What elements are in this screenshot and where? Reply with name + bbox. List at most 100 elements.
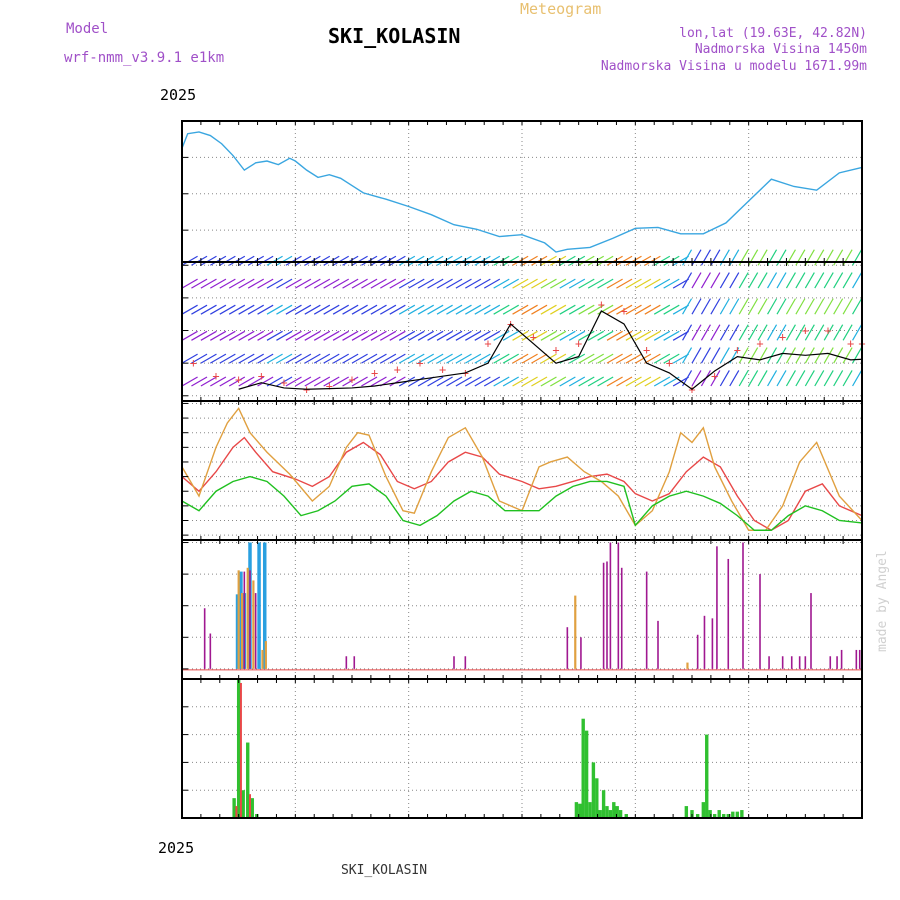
wind-barb bbox=[531, 376, 548, 387]
wind-barb bbox=[247, 255, 264, 266]
wind-barb bbox=[814, 298, 825, 315]
wind-barb bbox=[785, 370, 796, 387]
wind-barb bbox=[578, 255, 595, 266]
wind-barb bbox=[219, 304, 236, 315]
wind-barb bbox=[323, 353, 340, 364]
wind-barb bbox=[427, 330, 444, 341]
total-precip-bar bbox=[695, 814, 700, 818]
total-precip-bar bbox=[236, 679, 241, 818]
wind-barb bbox=[351, 330, 368, 341]
wind-barb bbox=[785, 298, 796, 315]
conv-precip-bar bbox=[235, 806, 238, 818]
wind-barb bbox=[483, 278, 501, 289]
wind-barb bbox=[663, 353, 680, 364]
wind-barb bbox=[776, 370, 787, 387]
high-cloud-bar bbox=[239, 571, 243, 669]
wind-barb bbox=[323, 376, 340, 387]
wind-barb bbox=[502, 255, 519, 266]
low-cloud-bar bbox=[345, 656, 348, 669]
wind-barb bbox=[181, 304, 198, 315]
wind-barb bbox=[380, 330, 397, 341]
wind-barb bbox=[474, 353, 491, 364]
wind-barb bbox=[568, 255, 586, 266]
wind-barb bbox=[653, 278, 671, 289]
wind-barb bbox=[757, 370, 768, 387]
wind-barb bbox=[238, 304, 255, 315]
grid-layer bbox=[188, 120, 862, 819]
wind-barb bbox=[672, 278, 689, 289]
low-cloud-bar bbox=[858, 649, 861, 669]
low-cloud-bar bbox=[617, 542, 620, 669]
elevation-label: Nadmorska Visina 1450m bbox=[695, 42, 867, 57]
dewpt-line bbox=[181, 475, 863, 531]
wind-barb bbox=[266, 304, 283, 315]
gust-marker: + bbox=[734, 343, 741, 357]
wind-barb bbox=[342, 376, 359, 387]
wind-barb bbox=[436, 353, 453, 364]
total-precip-bar bbox=[574, 802, 579, 818]
wind-barb bbox=[465, 353, 482, 364]
wind-barb bbox=[757, 347, 768, 364]
gust-marker: + bbox=[394, 363, 401, 377]
wind-barb bbox=[502, 353, 519, 364]
wind-barb bbox=[672, 255, 689, 266]
wind-barb bbox=[455, 376, 472, 387]
wind-barb bbox=[644, 353, 661, 364]
wind-barb bbox=[191, 353, 208, 364]
wind-barb bbox=[210, 330, 227, 341]
wind-barb bbox=[559, 304, 576, 315]
wind-barb bbox=[380, 255, 397, 266]
wind-barb bbox=[493, 353, 510, 364]
wind-barb bbox=[313, 330, 331, 341]
wind-barb bbox=[512, 330, 529, 341]
total-precip-bar bbox=[598, 810, 602, 818]
wind-barb bbox=[342, 255, 359, 266]
wind-barb bbox=[748, 272, 759, 289]
wind-barb bbox=[729, 272, 740, 289]
wind-barb bbox=[578, 376, 595, 387]
wind-barb bbox=[351, 278, 368, 289]
wind-barb bbox=[446, 330, 463, 341]
wind-barb bbox=[578, 278, 595, 289]
mid-cloud-bar bbox=[246, 567, 249, 669]
total-precip-bar bbox=[684, 806, 689, 818]
wind-barb bbox=[455, 353, 472, 364]
wind-barb bbox=[540, 330, 557, 341]
low-cloud-bar bbox=[836, 656, 838, 669]
chart-title: SKI_KOLASIN bbox=[328, 24, 460, 48]
wind-barb bbox=[663, 330, 680, 341]
wind-barb bbox=[606, 255, 623, 266]
low-cloud-bar bbox=[798, 656, 801, 669]
wind-barb bbox=[521, 278, 538, 289]
wind-barb bbox=[228, 353, 246, 364]
wind-barb bbox=[625, 278, 642, 289]
wind-barb bbox=[181, 330, 198, 341]
wind-barb bbox=[408, 330, 425, 341]
wind-barb bbox=[285, 353, 302, 364]
year-top: 2025 bbox=[160, 86, 196, 104]
wind-barb bbox=[682, 298, 693, 315]
gust-marker: + bbox=[190, 356, 197, 370]
wind-barb bbox=[521, 376, 538, 387]
wind-barb bbox=[635, 255, 652, 266]
wind-barb bbox=[644, 330, 661, 341]
wind-barb bbox=[276, 304, 293, 315]
wind-barb bbox=[521, 330, 538, 341]
wind-barb bbox=[295, 330, 312, 341]
wind-barb bbox=[398, 330, 416, 341]
wind-barb bbox=[455, 330, 472, 341]
gust-marker: + bbox=[552, 343, 559, 357]
total-precip-bar bbox=[701, 802, 706, 818]
wind-barb bbox=[597, 376, 614, 387]
low-cloud-bar bbox=[742, 542, 744, 669]
wind-barb bbox=[842, 272, 853, 289]
wind-barb bbox=[597, 255, 614, 266]
wind-barb bbox=[465, 330, 482, 341]
wind-barb bbox=[616, 278, 633, 289]
wind-barb bbox=[521, 353, 538, 364]
wind-barb bbox=[531, 255, 548, 266]
gust-marker: + bbox=[484, 337, 491, 351]
wind-barb bbox=[446, 255, 463, 266]
wind-barb bbox=[700, 324, 711, 341]
wind-barb bbox=[238, 255, 255, 266]
